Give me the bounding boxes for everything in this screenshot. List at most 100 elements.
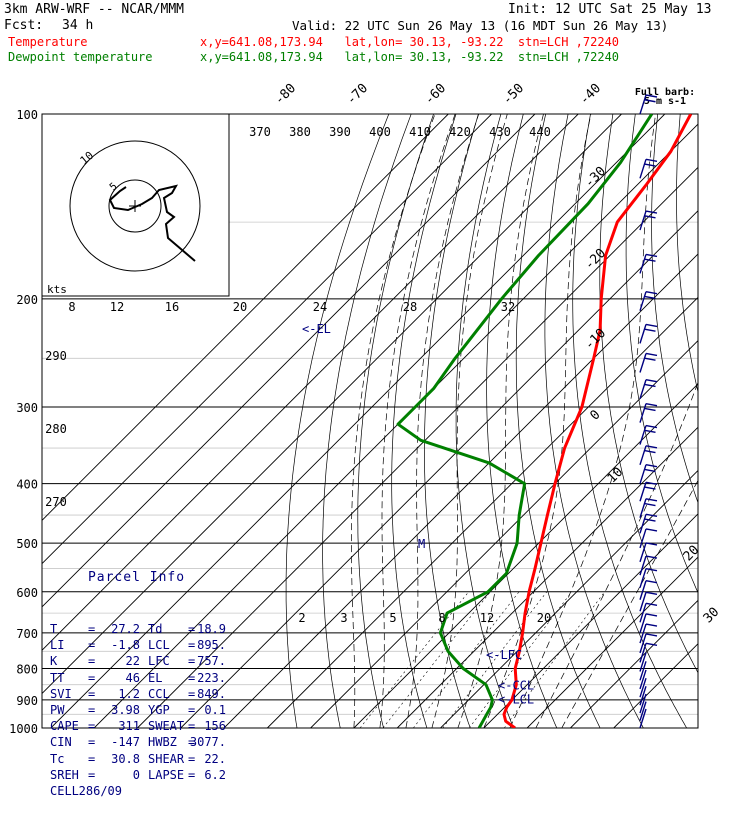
- hodograph-speed-label: 28: [403, 300, 417, 314]
- mixing-ratio-label: 8: [438, 611, 445, 625]
- isotherm-line: [397, 114, 740, 728]
- wind-barb-staff: [640, 324, 646, 343]
- pressure-tick-label: 600: [16, 586, 38, 600]
- parcel-value: 311: [84, 718, 140, 734]
- wind-barb-flag: [645, 216, 656, 218]
- parcel-value: -147: [84, 734, 140, 750]
- mixing-ratio-label: 20: [537, 611, 551, 625]
- theta-e-label: 410: [409, 125, 431, 139]
- hodograph-speed-label: 24: [313, 300, 327, 314]
- wind-barb-flag: [646, 404, 657, 406]
- wind-barb-flag: [646, 529, 657, 531]
- wind-barb: [640, 592, 657, 611]
- mixing-ratio-line: [383, 592, 490, 728]
- wind-barb-flag: [645, 408, 656, 410]
- wind-barb-flag: [646, 569, 657, 571]
- wind-barb: [640, 465, 657, 484]
- level-marker-label: <-LCL: [498, 692, 534, 706]
- theta-label: 280: [45, 422, 67, 436]
- wind-barb-flag: [646, 353, 657, 355]
- wind-barb-flag: [646, 634, 657, 636]
- theta-e-label: 390: [329, 125, 351, 139]
- parcel-value: 22.: [174, 751, 226, 767]
- isotherm-label: 30: [701, 605, 723, 627]
- isotherm-line: [354, 114, 740, 728]
- parcel-value: 3077.: [174, 734, 226, 750]
- pressure-tick-label: 100: [16, 108, 38, 122]
- isotherm-label: -80: [272, 81, 299, 108]
- theta-label: 270: [45, 495, 67, 509]
- parcel-value: -1.8: [84, 637, 140, 653]
- mixing-ratio-label: 5: [389, 611, 396, 625]
- theta-e-label: 430: [489, 125, 511, 139]
- isotherm-line: [441, 114, 740, 728]
- theta-e-label: 420: [449, 125, 471, 139]
- parcel-value: 0.1: [174, 702, 226, 718]
- wind-barb-flag: [646, 292, 657, 294]
- wind-barb-staff: [640, 482, 646, 501]
- wind-barb-flag: [645, 296, 656, 298]
- parcel-value: 30.8: [84, 751, 140, 767]
- hodograph-speed-label: 20: [233, 300, 247, 314]
- pressure-tick-label: 800: [16, 662, 38, 676]
- pressure-tick-label: 900: [16, 694, 38, 708]
- wind-barb-staff: [640, 465, 646, 484]
- isotherm-label: 10: [605, 465, 627, 487]
- wind-barb-flag: [646, 592, 657, 594]
- wind-barb-flag: [646, 211, 657, 213]
- level-marker-label: <-CCL: [498, 678, 534, 692]
- parcel-value: 286/09: [52, 783, 122, 799]
- isotherm-label: -60: [422, 81, 449, 108]
- wind-barb: [640, 581, 657, 600]
- isotherm-label: -50: [500, 81, 527, 108]
- isotherm-label: -70: [344, 81, 371, 108]
- isotherm-line: [527, 114, 740, 728]
- dry-adiabat: [286, 114, 389, 728]
- pressure-tick-label: 1000: [9, 722, 38, 736]
- wind-barb-flag: [646, 324, 657, 326]
- isotherm-label: -10: [582, 326, 609, 353]
- wind-barb-flag: [645, 519, 656, 521]
- pressure-tick-label: 500: [16, 537, 38, 551]
- isotherm-label: 20: [681, 543, 703, 565]
- theta-e-label: 370: [249, 125, 271, 139]
- parcel-value: 757.: [174, 653, 226, 669]
- mixing-ratio-label: 3: [340, 611, 347, 625]
- wind-barb-flag: [646, 514, 657, 516]
- wind-barb-flag: [645, 451, 656, 453]
- parcel-value: 895.: [174, 637, 226, 653]
- wind-barb-flag: [645, 329, 656, 331]
- moist-adiabat: [536, 114, 740, 728]
- wind-barb-staff: [640, 446, 646, 465]
- parcel-value: 22: [84, 653, 140, 669]
- wind-barb-flag: [646, 254, 657, 256]
- parcel-info-title: Parcel Info: [44, 570, 229, 586]
- wind-barb-staff: [640, 159, 646, 178]
- dry-adiabat: [626, 114, 740, 728]
- hodograph-speed-label: 32: [501, 300, 515, 314]
- dry-adiabat: [652, 114, 740, 728]
- parcel-value: 46: [84, 670, 140, 686]
- dry-adiabat: [701, 114, 740, 728]
- wind-barb: [640, 254, 657, 273]
- wind-barb-flag: [645, 504, 656, 506]
- pressure-tick-label: 300: [16, 401, 38, 415]
- wind-barb-flag: [646, 614, 657, 616]
- wind-barb-flag: [646, 624, 657, 626]
- hodograph-speed-label: 16: [165, 300, 179, 314]
- level-marker-label: <-EL: [302, 322, 331, 336]
- wind-barb-flag: [645, 430, 656, 432]
- theta-e-label: 380: [289, 125, 311, 139]
- wind-barb-flag: [646, 499, 657, 501]
- wind-barb-flag: [646, 446, 657, 448]
- wind-barb-staff: [640, 614, 646, 633]
- pressure-tick-label: 200: [16, 293, 38, 307]
- theta-e-label: 400: [369, 125, 391, 139]
- parcel-value: 849.: [174, 686, 226, 702]
